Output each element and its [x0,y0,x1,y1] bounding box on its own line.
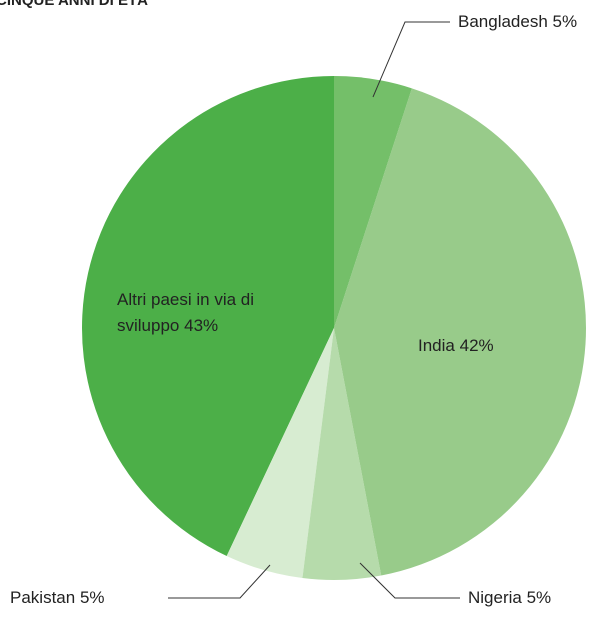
leader-line [168,564,271,599]
pie-slice [226,328,334,579]
category-name: India [418,336,455,355]
slice-label: Pakistan 5% [10,585,105,611]
leader-line [372,21,450,98]
pie-slice [334,88,587,576]
value-label: 5% [552,12,578,31]
value-label: 5% [79,588,105,607]
slice-label: Altri paesi in via di sviluppo 43% [117,287,317,339]
slice-label: Bangladesh 5% [458,9,577,35]
slice-label: Nigeria 5% [468,585,551,611]
pie-slice [302,328,382,581]
value-label: 5% [526,588,552,607]
category-name: Altri paesi in via di sviluppo [117,290,255,335]
chart-title: CINQUE ANNI DI ETÀ [0,0,148,9]
pie-slice [82,76,334,557]
slice-label: India 42% [418,333,494,359]
value-label: 42% [459,336,494,355]
category-name: Nigeria [468,588,522,607]
leader-line [359,562,460,599]
category-name: Pakistan [10,588,76,607]
category-name: Bangladesh [458,12,548,31]
pie-slice [334,76,412,328]
value-label: 43% [184,316,219,335]
